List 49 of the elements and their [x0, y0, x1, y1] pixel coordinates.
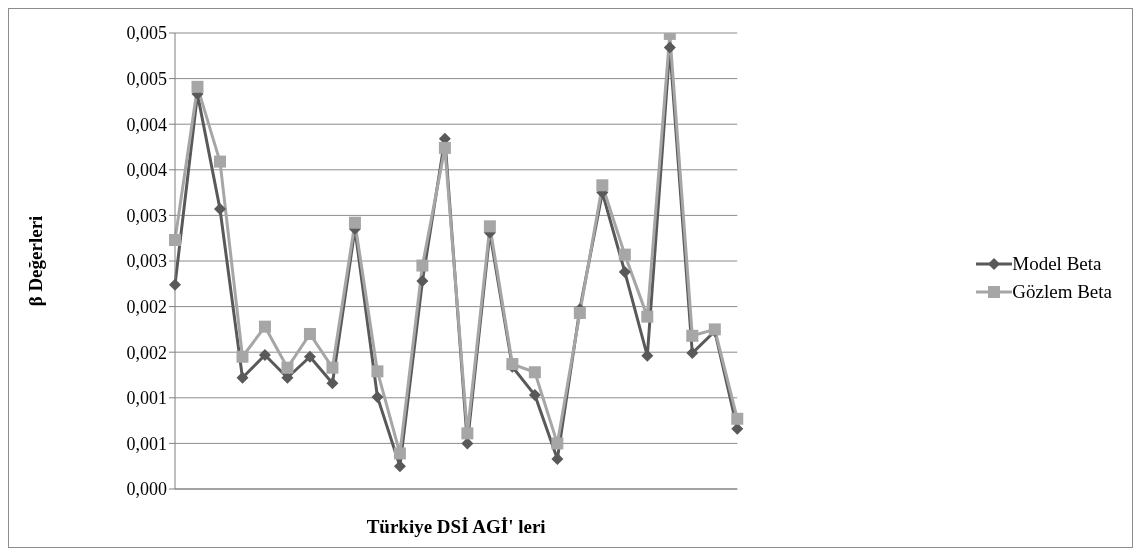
- y-tick-label: 0,000: [126, 479, 167, 500]
- point: [641, 310, 654, 323]
- legend-label: Gözlem Beta: [1012, 281, 1112, 303]
- y-tick-label: 0,002: [126, 342, 167, 363]
- point: [236, 350, 249, 363]
- point: [258, 320, 271, 333]
- point: [281, 361, 294, 374]
- y-tick-label: 0,002: [126, 296, 167, 317]
- point: [686, 329, 699, 342]
- y-tick-label: 0,003: [126, 251, 167, 272]
- point: [528, 366, 541, 379]
- point: [416, 259, 429, 272]
- point: [528, 389, 541, 402]
- point: [371, 390, 384, 403]
- point: [303, 350, 316, 363]
- point: [461, 427, 474, 440]
- point: [663, 41, 676, 54]
- point: [326, 377, 339, 390]
- y-tick-label: 0,005: [126, 23, 167, 44]
- point: [731, 412, 744, 425]
- y-tick-label: 0,003: [126, 205, 167, 226]
- legend-label: Model Beta: [1012, 253, 1102, 275]
- point: [213, 203, 226, 216]
- point: [483, 220, 496, 233]
- point: [348, 216, 361, 229]
- y-tick-label: 0,004: [126, 160, 167, 181]
- point: [213, 155, 226, 168]
- point: [416, 275, 429, 288]
- y-tick-label: 0,001: [126, 388, 167, 409]
- point: [371, 365, 384, 378]
- point: [686, 347, 699, 360]
- point: [258, 348, 271, 361]
- point: [618, 265, 631, 278]
- point: [438, 141, 451, 154]
- point: [191, 80, 204, 93]
- y-tick-label: 0,001: [126, 433, 167, 454]
- point: [551, 437, 564, 450]
- point: [169, 234, 181, 247]
- point: [393, 447, 406, 460]
- y-tick-label: 0,005: [126, 68, 167, 89]
- point: [596, 179, 609, 192]
- y-axis-title: β Değerleri: [24, 215, 46, 307]
- point: [326, 361, 339, 374]
- point: [303, 327, 316, 340]
- point: [236, 371, 249, 384]
- x-axis-title: Türkiye DSİ AGİ' leri: [366, 516, 546, 537]
- y-tick-label: 0,004: [126, 114, 167, 135]
- point: [618, 248, 631, 261]
- point: [169, 278, 181, 291]
